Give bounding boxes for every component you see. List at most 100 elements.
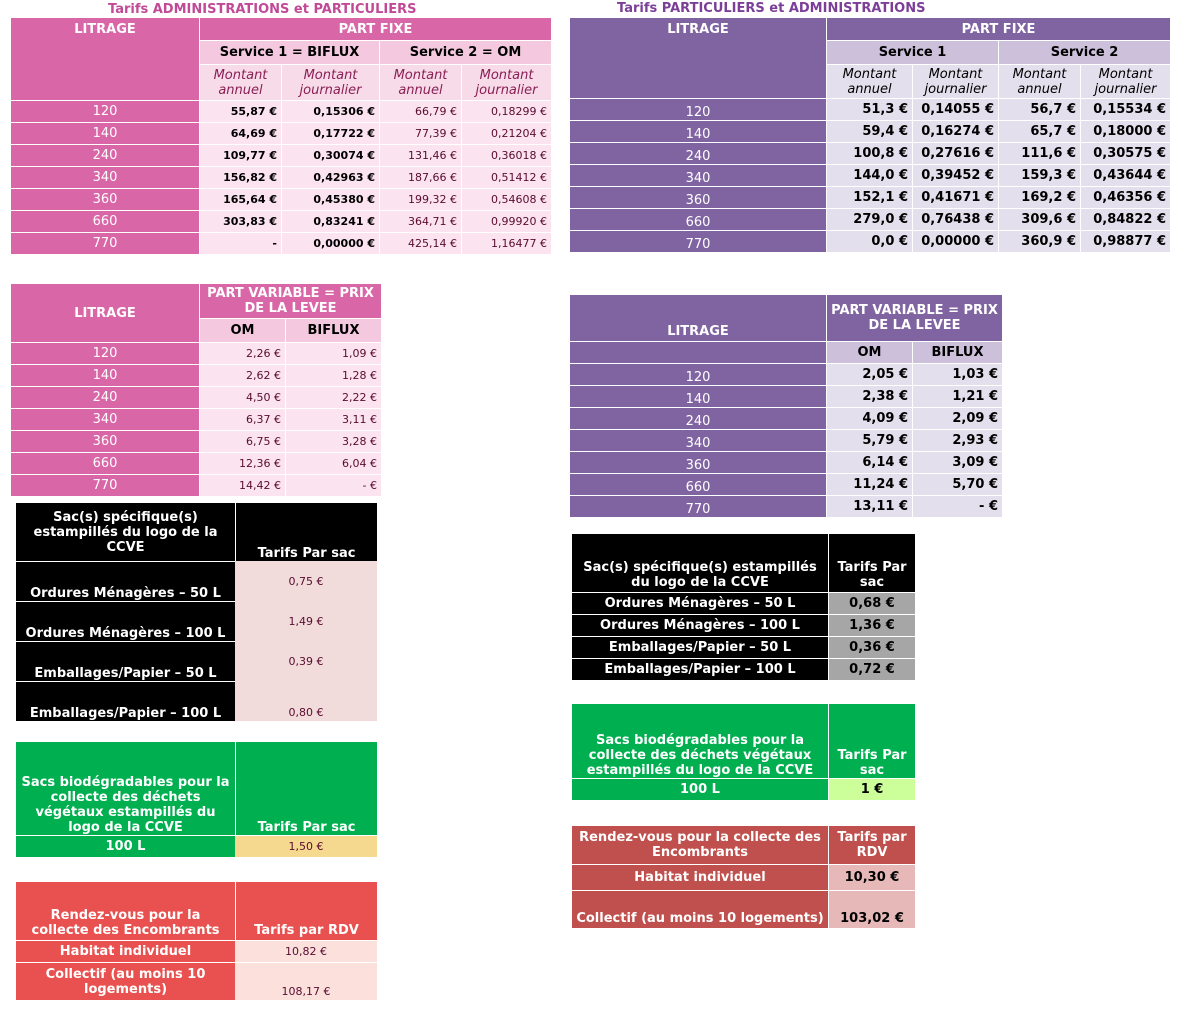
sac-label: Emballages/Papier – 100 L <box>16 681 235 721</box>
litrage-cell: 140 <box>570 385 826 407</box>
sac-price: 0,68 € <box>828 592 915 614</box>
value-cell: 1,16477 € <box>461 232 552 254</box>
value-cell: 159,3 € <box>998 164 1080 186</box>
service2-header: Service 2 = OM <box>379 40 552 64</box>
right-sacs-table: Sac(s) spécifique(s) estampillés du logo… <box>572 534 915 680</box>
value-cell: 364,71 € <box>379 210 461 232</box>
value-cell: 5,79 € <box>826 429 912 451</box>
litrage-cell: 660 <box>570 473 826 495</box>
table-row: 140 64,69 € 0,17722 € 77,39 € 0,21204 € <box>11 122 552 144</box>
value-cell: 0,18299 € <box>461 100 552 122</box>
table-row: 770 14,42 € - € <box>11 474 382 496</box>
sac-label: Emballages/Papier – 50 L <box>16 641 235 681</box>
table-row: Ordures Ménagères – 50 L 0,68 € <box>572 592 915 614</box>
bio-label: 100 L <box>16 835 235 857</box>
table-row: 360 165,64 € 0,45380 € 199,32 € 0,54608 … <box>11 188 552 210</box>
litrage-cell: 240 <box>11 386 199 408</box>
table-row: 240 4,09 €2,09 € <box>570 407 1003 429</box>
value-cell: 169,2 € <box>998 186 1080 208</box>
value-cell: 0,15306 € <box>281 100 379 122</box>
sacs-price-header: Tarifs Par sac <box>235 503 377 561</box>
value-cell: 131,46 € <box>379 144 461 166</box>
rdv-price: 10,30 € <box>828 864 915 890</box>
value-cell: 3,28 € <box>285 430 382 452</box>
value-cell: 51,3 € <box>826 98 912 120</box>
part-variable-header: PART VARIABLE = PRIX DE LA LEVEE <box>199 284 382 318</box>
litrage-cell: 770 <box>11 232 199 254</box>
table-row: 120 51,3 € 0,14055 € 56,7 € 0,15534 € <box>570 98 1171 120</box>
litrage-header: LITRAGE <box>570 295 826 341</box>
value-cell: 425,14 € <box>379 232 461 254</box>
part-variable-header: PART VARIABLE = PRIX DE LA LEVEE <box>826 295 1003 341</box>
table-row: Emballages/Papier – 50 L 0,36 € <box>572 636 915 658</box>
table-row: Collectif (au moins 10 logements) 108,17… <box>16 962 377 1000</box>
right-bio-table: Sacs biodégradables pour la collecte des… <box>572 704 915 800</box>
service2-header: Service 2 <box>998 40 1171 64</box>
value-cell: 279,0 € <box>826 208 912 230</box>
value-cell: 0,15534 € <box>1080 98 1171 120</box>
value-cell: 6,75 € <box>199 430 285 452</box>
value-cell: 0,84822 € <box>1080 208 1171 230</box>
montant-annuel-label: Montant annuel <box>998 64 1080 98</box>
sac-price: 1,36 € <box>828 614 915 636</box>
right-rdv-table: Rendez-vous pour la collecte des Encombr… <box>572 826 915 928</box>
sacs-header: Sac(s) spécifique(s) estampillés du logo… <box>16 503 235 561</box>
table-row: 360 6,14 €3,09 € <box>570 451 1003 473</box>
value-cell: 0,00000 € <box>912 230 998 252</box>
sac-label: Ordures Ménagères – 100 L <box>572 614 828 636</box>
litrage-cell: 240 <box>570 142 826 164</box>
table-row: 240 109,77 € 0,30074 € 131,46 € 0,36018 … <box>11 144 552 166</box>
value-cell: 64,69 € <box>199 122 281 144</box>
litrage-cell: 140 <box>570 120 826 142</box>
table-row: 140 2,38 €1,21 € <box>570 385 1003 407</box>
table-row: Emballages/Papier – 100 L 0,80 € <box>16 681 377 721</box>
litrage-cell: 360 <box>11 430 199 452</box>
litrage-cell: 240 <box>11 144 199 166</box>
litrage-cell: 340 <box>11 166 199 188</box>
rdv-price-header: Tarifs par RDV <box>828 826 915 864</box>
table-row: 240 4,50 €2,22 € <box>11 386 382 408</box>
table-row: Ordures Ménagères – 50 L 0,75 € <box>16 561 377 601</box>
left-fixed-table: LITRAGE PART FIXE Service 1 = BIFLUX Ser… <box>11 18 552 254</box>
sac-price: 0,75 € <box>235 561 377 601</box>
value-cell: 0,45380 € <box>281 188 379 210</box>
value-cell: 1,28 € <box>285 364 382 386</box>
table-row: 120 55,87 € 0,15306 € 66,79 € 0,18299 € <box>11 100 552 122</box>
left-rdv-table: Rendez-vous pour la collecte des Encombr… <box>16 882 377 1000</box>
rdv-label: Habitat individuel <box>16 940 235 962</box>
value-cell: 13,11 € <box>826 495 912 517</box>
biflux-header: BIFLUX <box>285 318 382 342</box>
litrage-cell: 340 <box>11 408 199 430</box>
bio-price: 1,50 € <box>235 835 377 857</box>
table-row: 660 11,24 €5,70 € <box>570 473 1003 495</box>
sac-label: Ordures Ménagères – 50 L <box>572 592 828 614</box>
biflux-header: BIFLUX <box>912 341 1003 363</box>
litrage-cell: 360 <box>570 451 826 473</box>
left-bio-table: Sacs biodégradables pour la collecte des… <box>16 742 377 857</box>
value-cell: 0,76438 € <box>912 208 998 230</box>
sac-price: 0,36 € <box>828 636 915 658</box>
value-cell: 56,7 € <box>998 98 1080 120</box>
litrage-cell: 120 <box>570 98 826 120</box>
right-fixed-table: LITRAGE PART FIXE Service 1 Service 2 Mo… <box>570 18 1171 252</box>
table-row: Habitat individuel 10,82 € <box>16 940 377 962</box>
rdv-label: Collectif (au moins 10 logements) <box>572 890 828 928</box>
bio-header: Sacs biodégradables pour la collecte des… <box>16 742 235 835</box>
value-cell: 1,09 € <box>285 342 382 364</box>
left-variable-table: LITRAGE PART VARIABLE = PRIX DE LA LEVEE… <box>11 284 382 496</box>
value-cell: 0,51412 € <box>461 166 552 188</box>
sac-price: 0,80 € <box>235 681 377 721</box>
value-cell: - € <box>285 474 382 496</box>
part-fixe-header: PART FIXE <box>199 18 552 40</box>
rdv-price-header: Tarifs par RDV <box>235 882 377 940</box>
litrage-cell: 340 <box>570 164 826 186</box>
part-fixe-header: PART FIXE <box>826 18 1171 40</box>
value-cell: 4,09 € <box>826 407 912 429</box>
value-cell: 59,4 € <box>826 120 912 142</box>
value-cell: 0,30575 € <box>1080 142 1171 164</box>
litrage-cell: 770 <box>11 474 199 496</box>
table-row: Ordures Ménagères – 100 L 1,49 € <box>16 601 377 641</box>
value-cell: 0,46356 € <box>1080 186 1171 208</box>
om-header: OM <box>826 341 912 363</box>
service1-header: Service 1 = BIFLUX <box>199 40 379 64</box>
